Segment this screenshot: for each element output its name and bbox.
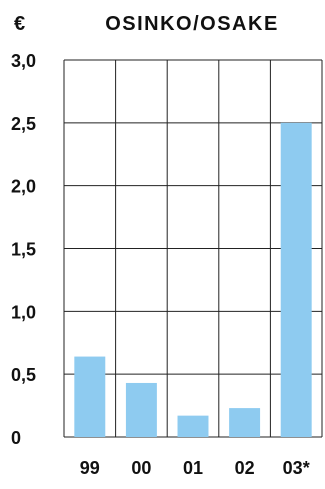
bar [177,415,209,437]
bar [280,122,312,437]
x-tick-label: 00 [131,458,151,478]
y-axis-ticks: 0 0,5 1,0 1,5 2,0 2,5 3,0 [11,51,36,448]
y-tick-label: 3,0 [11,51,36,71]
bar [125,382,157,437]
x-tick-label: 02 [235,458,255,478]
y-tick-label: 2,5 [11,114,36,134]
y-tick-label: 1,0 [11,302,36,322]
grid-layer [63,59,323,438]
y-tick-label: 1,5 [11,240,36,260]
x-tick-label: 03* [283,458,310,478]
x-axis-ticks: 99 00 01 02 03* [80,458,310,478]
x-tick-label: 01 [183,458,203,478]
unit-label: € [14,13,25,35]
x-tick-label: 99 [80,458,100,478]
bar-layer [74,122,312,437]
y-tick-label: 0 [11,428,21,448]
bar [74,356,106,437]
y-tick-label: 0,5 [11,365,36,385]
chart-title: OSINKO/OSAKE [105,13,279,35]
y-tick-label: 2,0 [11,177,36,197]
bar [229,408,261,437]
